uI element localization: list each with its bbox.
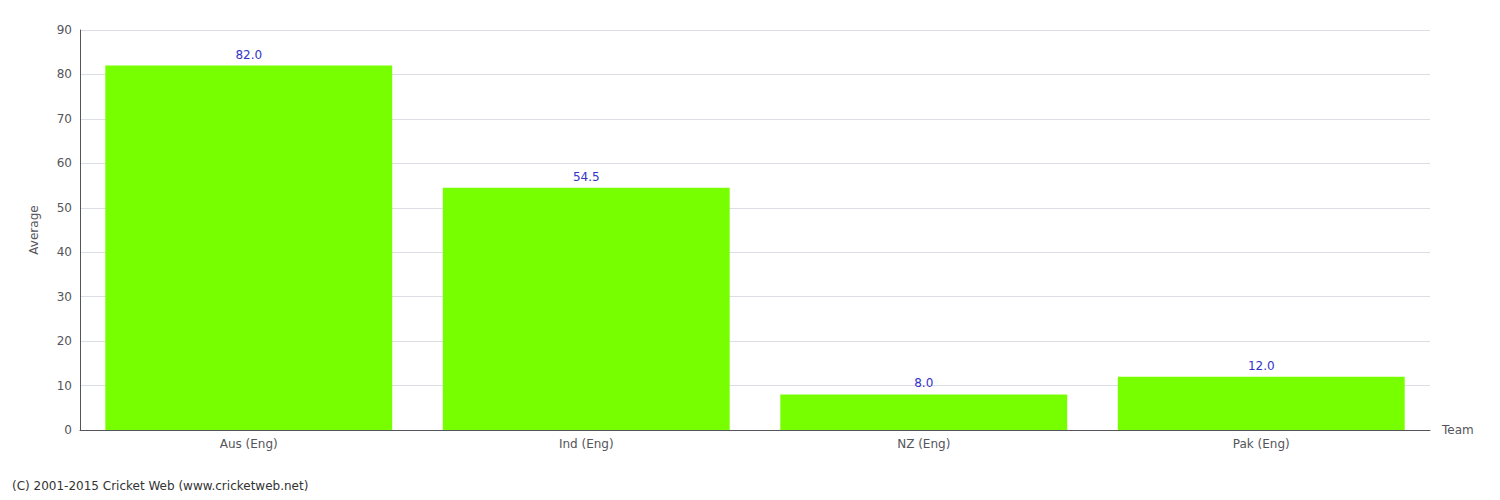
svg-text:12.0: 12.0 [1248, 359, 1275, 373]
svg-text:30: 30 [57, 290, 72, 304]
svg-text:40: 40 [57, 245, 72, 259]
svg-text:10: 10 [57, 379, 72, 393]
svg-text:Team: Team [1441, 423, 1474, 437]
svg-text:(C) 2001-2015 Cricket Web (www: (C) 2001-2015 Cricket Web (www.cricketwe… [12, 479, 308, 493]
svg-text:90: 90 [57, 23, 72, 37]
svg-text:8.0: 8.0 [914, 376, 933, 390]
svg-text:60: 60 [57, 156, 72, 170]
svg-text:70: 70 [57, 112, 72, 126]
svg-text:50: 50 [57, 201, 72, 215]
svg-text:54.5: 54.5 [573, 170, 600, 184]
svg-text:0: 0 [64, 423, 72, 437]
svg-text:Pak (Eng): Pak (Eng) [1233, 437, 1290, 451]
svg-text:82.0: 82.0 [235, 48, 262, 62]
svg-text:Ind (Eng): Ind (Eng) [559, 437, 614, 451]
svg-text:NZ (Eng): NZ (Eng) [897, 437, 950, 451]
svg-text:Aus (Eng): Aus (Eng) [220, 437, 278, 451]
svg-text:Average: Average [27, 205, 41, 254]
svg-text:20: 20 [57, 334, 72, 348]
svg-text:80: 80 [57, 67, 72, 81]
